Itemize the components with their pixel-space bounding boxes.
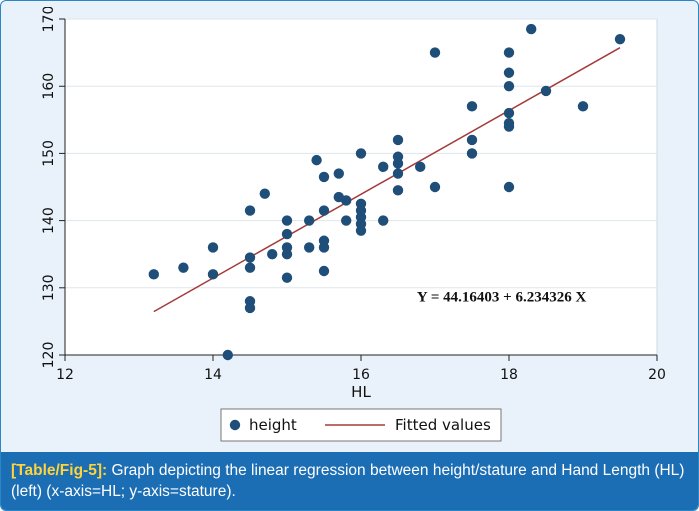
legend-marker-height: [229, 419, 241, 431]
height-point: [503, 181, 515, 193]
legend: height Fitted values: [220, 408, 502, 442]
height-point: [540, 85, 552, 97]
height-point: [392, 168, 404, 179]
height-point: [244, 302, 256, 314]
y-tick-label: 170: [41, 7, 57, 32]
height-point: [503, 81, 515, 92]
caption-tag: [Table/Fig-5]:: [11, 462, 108, 479]
height-point: [259, 188, 270, 199]
height-point: [244, 262, 256, 273]
height-point: [207, 242, 219, 253]
height-point: [148, 269, 159, 280]
height-point: [341, 195, 352, 206]
x-tick-label: 20: [648, 367, 666, 383]
plot-region: 120 130 140 150 160 170 12 14 16 18 20 Y = 44.1640…: [13, 7, 688, 445]
height-point: [429, 181, 441, 193]
y-tick-label: 120: [41, 342, 57, 369]
height-point: [222, 349, 233, 361]
figure-caption: [Table/Fig-5]: Graph depicting the linea…: [1, 452, 698, 510]
height-point: [378, 215, 389, 226]
height-point: [311, 154, 322, 166]
height-point: [378, 161, 389, 173]
height-point: [466, 134, 478, 146]
height-point: [392, 134, 404, 146]
height-point: [466, 148, 478, 159]
height-point: [281, 215, 293, 226]
height-point: [281, 249, 293, 260]
height-point: [503, 67, 515, 78]
x-axis-title: HL: [351, 383, 371, 401]
height-point: [318, 171, 330, 183]
plot-area: [64, 18, 658, 356]
x-tick-label: 14: [204, 367, 222, 383]
height-point: [244, 252, 256, 263]
height-point: [341, 215, 352, 226]
height-point: [392, 158, 404, 169]
height-point: [244, 205, 256, 216]
height-point: [318, 242, 330, 253]
height-point: [318, 265, 330, 277]
height-point: [614, 33, 626, 45]
height-point: [392, 185, 404, 196]
height-point: [577, 101, 589, 112]
height-point: [503, 47, 515, 58]
height-point: [503, 121, 515, 132]
regression-chart: 120 130 140 150 160 170 12 14 16 18 20 Y = 44.1640…: [41, 7, 666, 442]
axes: 120 130 140 150 160 170 12 14 16 18 20: [41, 7, 666, 383]
x-tick-label: 16: [352, 367, 370, 383]
height-point: [355, 148, 367, 159]
height-point: [178, 262, 189, 273]
height-point: [207, 269, 219, 280]
height-point: [466, 101, 478, 112]
height-point: [267, 249, 278, 260]
x-tick-label: 18: [500, 367, 518, 383]
height-point: [304, 215, 315, 226]
height-point: [304, 242, 315, 253]
height-point: [355, 225, 367, 236]
height-point: [318, 205, 330, 216]
scatter-points: [148, 23, 626, 361]
height-point: [503, 107, 515, 119]
caption-text: Graph depicting the linear regression be…: [11, 462, 685, 500]
height-point: [281, 272, 293, 283]
height-point: [281, 228, 293, 240]
legend-label-height: height: [249, 416, 297, 434]
height-point: [429, 47, 441, 58]
y-tick-label: 150: [41, 140, 57, 167]
height-point: [526, 23, 537, 35]
y-tick-label: 140: [41, 207, 57, 234]
regression-equation: Y = 44.16403 + 6.234326 X: [417, 290, 587, 306]
height-point: [415, 161, 426, 173]
y-tick-label: 130: [41, 274, 57, 301]
legend-label-fitted: Fitted values: [395, 416, 491, 434]
height-point: [333, 168, 344, 179]
y-tick-label: 160: [41, 73, 57, 100]
x-tick-label: 12: [56, 367, 74, 383]
